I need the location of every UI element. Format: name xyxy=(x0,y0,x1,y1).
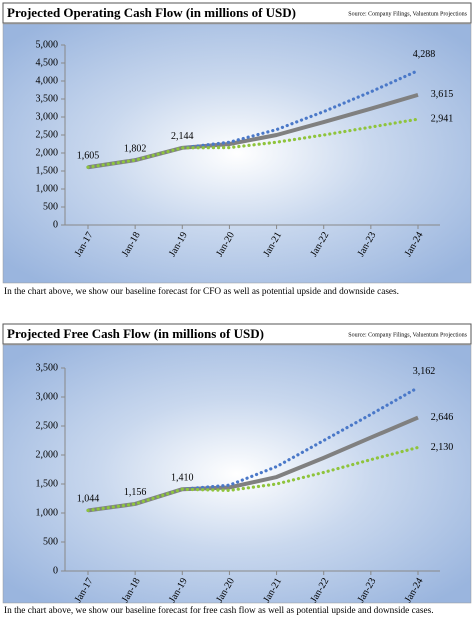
data-label: 2,144 xyxy=(171,131,194,142)
y-tick-label: 1,000 xyxy=(36,507,59,518)
header-box xyxy=(2,2,472,24)
data-label: 3,162 xyxy=(413,366,436,377)
data-label: 2,646 xyxy=(431,412,454,423)
y-tick-label: 1,500 xyxy=(36,165,59,176)
header-box xyxy=(2,323,472,345)
data-label: 1,802 xyxy=(124,143,147,154)
chart-title: Projected Operating Cash Flow (in millio… xyxy=(7,5,296,20)
y-tick-label: 2,000 xyxy=(36,449,59,460)
y-tick-label: 4,000 xyxy=(36,75,59,86)
data-label: 1,410 xyxy=(171,473,194,484)
source-note: Source: Company Filings, Valuentum Proje… xyxy=(348,11,467,17)
chart-title: Projected Free Cash Flow (in millions of… xyxy=(7,326,264,341)
y-tick-label: 3,000 xyxy=(36,111,59,122)
data-label: 1,156 xyxy=(124,487,147,498)
y-tick-label: 2,500 xyxy=(36,420,59,431)
caption: In the chart above, we show our baseline… xyxy=(4,286,399,297)
y-tick-label: 1,500 xyxy=(36,478,59,489)
y-tick-label: 0 xyxy=(53,219,58,230)
y-tick-label: 4,500 xyxy=(36,57,59,68)
y-tick-label: 3,500 xyxy=(36,93,59,104)
data-label: 4,288 xyxy=(413,49,436,60)
y-tick-label: 3,000 xyxy=(36,391,59,402)
y-tick-label: 1,000 xyxy=(36,183,59,194)
y-tick-label: 5,000 xyxy=(36,39,59,50)
data-label: 3,615 xyxy=(431,89,454,100)
y-tick-label: 3,500 xyxy=(36,362,59,373)
y-tick-label: 500 xyxy=(43,536,58,547)
source-note: Source: Company Filings, Valuentum Proje… xyxy=(348,332,467,338)
series-line xyxy=(86,445,420,513)
y-tick-label: 2,500 xyxy=(36,129,59,140)
y-tick-label: 500 xyxy=(43,201,58,212)
y-tick-label: 2,000 xyxy=(36,147,59,158)
data-label: 1,044 xyxy=(77,494,100,505)
caption: In the chart above, we show our baseline… xyxy=(4,605,434,616)
data-label: 2,130 xyxy=(431,442,454,453)
data-label: 1,605 xyxy=(77,151,100,162)
y-tick-label: 0 xyxy=(53,565,58,576)
plot-panel xyxy=(2,344,472,604)
data-label: 2,941 xyxy=(431,113,454,124)
series-line xyxy=(86,117,420,169)
plot-panel xyxy=(2,23,472,284)
